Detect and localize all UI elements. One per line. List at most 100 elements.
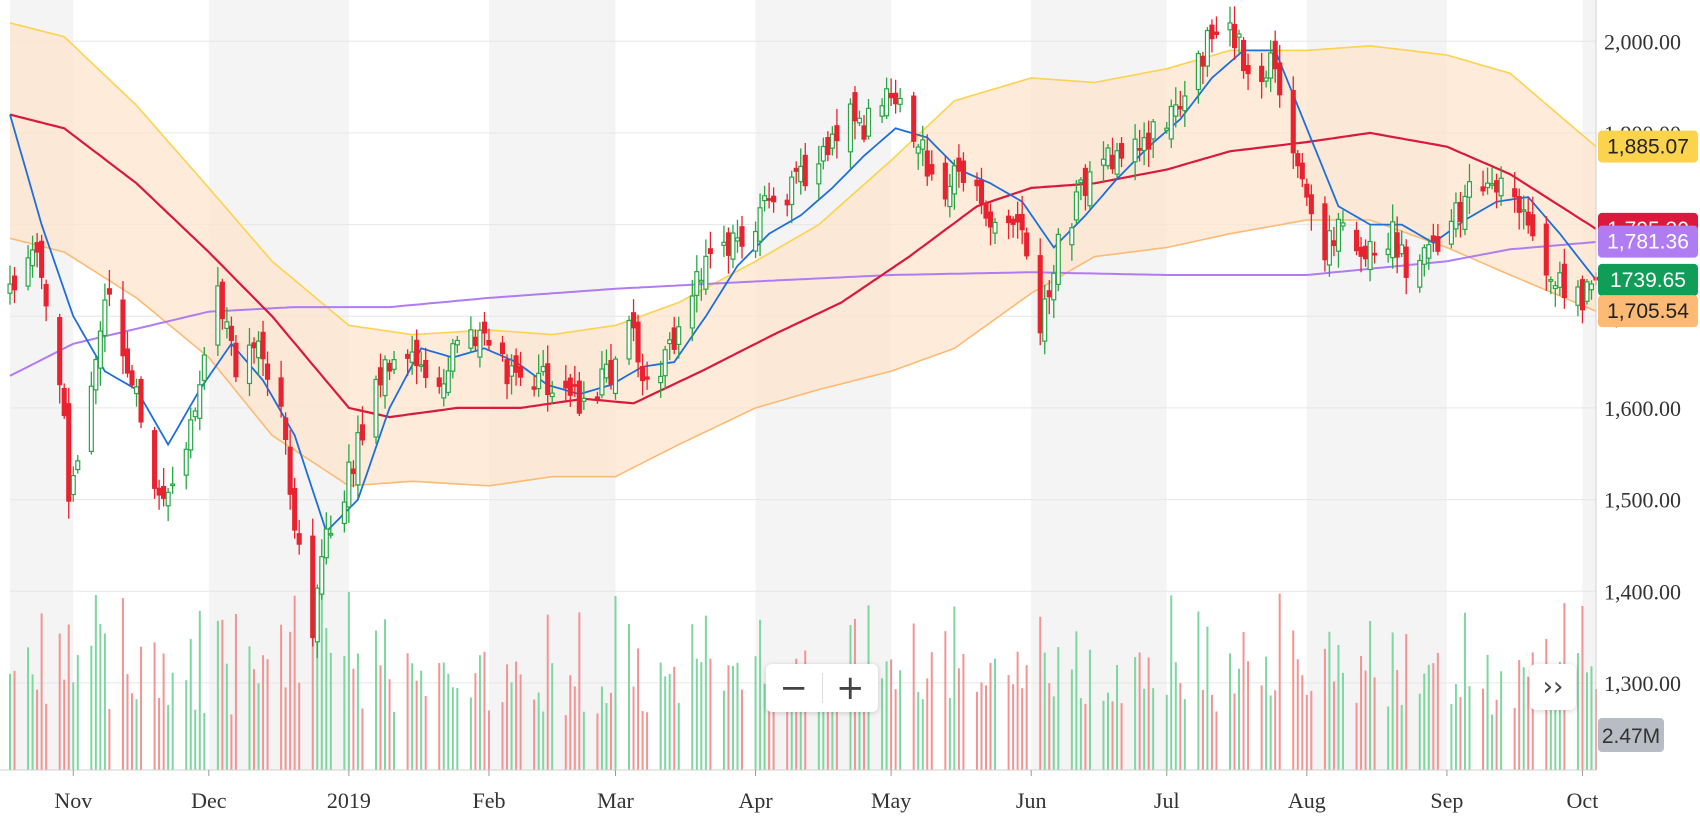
volume-bar	[1269, 695, 1272, 770]
volume-bar	[1242, 632, 1245, 770]
month-label: Apr	[738, 788, 773, 813]
candle-body	[1204, 29, 1210, 67]
candle-body	[1543, 223, 1549, 276]
candle-body	[215, 285, 221, 346]
bollinger-lower-line	[9, 219, 1597, 487]
volume-bar	[289, 631, 292, 770]
volume-bar	[614, 595, 617, 770]
volume-bar	[1527, 676, 1530, 770]
volume-bar	[1373, 677, 1376, 770]
zoom-in-button[interactable]: +	[835, 668, 865, 708]
volume-bar	[356, 653, 359, 770]
candle-body	[1164, 127, 1170, 131]
volume-bar	[1554, 687, 1557, 770]
candle-body	[834, 125, 840, 142]
candle-body	[156, 487, 162, 496]
price-badge	[1598, 263, 1698, 296]
volume-bar	[1048, 683, 1051, 770]
candle-body	[608, 359, 614, 385]
volume-bar	[1260, 685, 1263, 770]
candle-body	[802, 154, 808, 187]
candle-body	[1200, 55, 1206, 67]
volume-bar	[456, 687, 459, 770]
volume-bar	[1296, 659, 1299, 770]
volume-bar	[1012, 684, 1015, 770]
volume-bar	[379, 665, 382, 770]
volume-bar	[1052, 696, 1055, 770]
volume-bar	[284, 687, 287, 770]
candle-body	[1182, 95, 1188, 112]
volume-bar	[510, 682, 513, 770]
candle-body	[233, 342, 239, 378]
candle-body	[1448, 220, 1454, 245]
candle-body	[418, 364, 424, 367]
volume-bar	[1558, 661, 1561, 770]
volume-bar	[569, 675, 572, 770]
volume-bar	[1337, 645, 1340, 770]
candle-body	[599, 368, 605, 396]
volume-bar	[515, 661, 518, 770]
candle-body	[920, 139, 926, 150]
volume-bar	[1332, 681, 1335, 770]
candle-body	[228, 325, 234, 342]
candle-body	[1575, 286, 1581, 306]
volume-bar	[1323, 648, 1326, 770]
volume-bar	[1233, 693, 1236, 770]
candle-body	[1042, 298, 1048, 342]
candle-body	[1548, 279, 1554, 282]
candle-body	[25, 257, 31, 287]
candle-body	[1561, 263, 1567, 299]
candle-body	[188, 419, 194, 451]
volume-bar	[727, 665, 730, 770]
volume-bar	[817, 687, 820, 770]
volume-bar	[763, 683, 766, 770]
candle-body	[1015, 214, 1021, 223]
volume-bar	[1165, 694, 1168, 770]
candle-body	[106, 288, 112, 295]
price-badge-label: 1739.65	[1610, 269, 1686, 292]
candle-body	[1109, 154, 1116, 170]
volume-bar	[280, 624, 283, 770]
volume-bar	[985, 685, 987, 770]
candle-body	[133, 386, 140, 395]
volume-bar	[9, 673, 11, 770]
candle-body	[1525, 211, 1531, 226]
volume-bar	[858, 674, 861, 770]
volume-bar	[628, 624, 631, 770]
candle-body	[246, 344, 253, 385]
candle-body	[124, 348, 131, 374]
candlesticks	[7, 6, 1599, 659]
volume-bar	[863, 676, 865, 770]
volume-bar	[474, 673, 477, 770]
price-badge	[1598, 130, 1698, 163]
volume-bar	[189, 639, 192, 770]
candle-body	[436, 377, 442, 387]
candle-body	[518, 366, 524, 378]
volume-bar	[1454, 684, 1457, 770]
volume-bar	[546, 614, 549, 770]
volume-bar	[1179, 682, 1182, 770]
candle-body	[1227, 22, 1233, 31]
scroll-to-latest-button[interactable]: ››	[1530, 664, 1576, 710]
candle-body	[531, 386, 537, 390]
candle-body	[942, 162, 948, 200]
zoom-out-button[interactable]: −	[779, 668, 809, 708]
volume-bar	[1238, 668, 1241, 770]
volume-bar	[361, 708, 364, 770]
volume-bar	[216, 620, 219, 770]
candle-body	[414, 339, 420, 367]
volume-bar	[564, 715, 567, 770]
volume-bar	[266, 659, 269, 770]
volume-bar	[677, 703, 680, 770]
candle-body	[694, 271, 700, 296]
candle-body	[676, 326, 682, 346]
candle-body	[721, 241, 727, 246]
volume-bar	[469, 697, 472, 770]
month-label: Jul	[1154, 788, 1180, 813]
volume-bar	[533, 699, 536, 770]
volume-bar	[609, 692, 612, 770]
volume-bar	[1025, 665, 1028, 770]
volume-bar	[881, 678, 884, 770]
volume-bar	[248, 646, 251, 770]
